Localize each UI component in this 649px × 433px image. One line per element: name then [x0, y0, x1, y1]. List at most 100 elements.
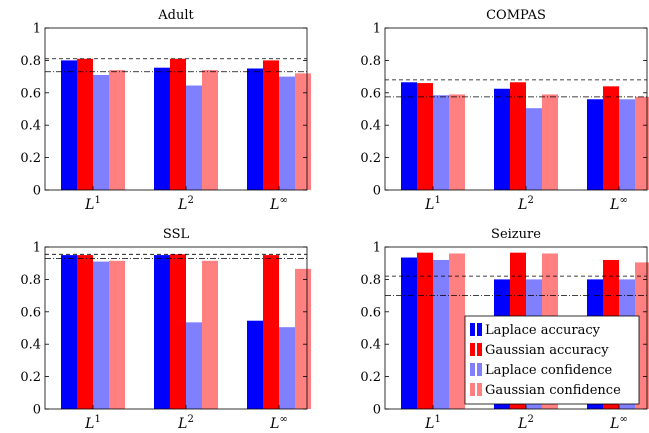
bar [295, 73, 311, 190]
y-tick-label: 1 [373, 22, 381, 37]
x-tick-label: L2 [177, 414, 194, 432]
y-tick-label: 0 [33, 184, 41, 199]
legend-label: Laplace accuracy [485, 323, 601, 338]
bar [494, 88, 510, 190]
bar [635, 96, 649, 190]
bar [170, 254, 186, 409]
y-tick-label: 0.4 [360, 338, 381, 353]
bar [417, 83, 433, 190]
chart-panel-4: Seizure 0 0.2 0.4 0.6 0.8 1 L1 L2 L∞ Laplace accur… [360, 227, 649, 432]
y-tick-label: 0.6 [20, 305, 41, 320]
chart-panel-2: COMPAS 0 0.2 0.4 0.6 0.8 1 L1 L2 L∞ [360, 8, 649, 213]
legend-swatch [470, 323, 475, 336]
legend-swatch [470, 343, 475, 356]
y-tick-label: 0.4 [360, 119, 381, 134]
x-tick-label: L2 [177, 195, 194, 213]
legend-swatch [477, 363, 482, 376]
panel-title: Adult [157, 8, 194, 23]
x-tick-label: L∞ [269, 195, 288, 213]
bar [170, 58, 186, 190]
x-tick-label: L2 [517, 195, 534, 213]
legend-swatch [477, 323, 482, 336]
axes-frame [44, 246, 308, 410]
legend-box [464, 315, 640, 405]
legend: Laplace accuracy Gaussian accuracy Laplace… [464, 315, 640, 405]
bar [526, 108, 542, 190]
bar [61, 60, 77, 191]
legend-swatch [477, 383, 482, 396]
bar [449, 94, 465, 190]
y-tick-label: 1 [33, 22, 41, 37]
x-tick-label: L2 [517, 414, 534, 432]
bar [93, 261, 109, 409]
chart-panel-3: SSL 0 0.2 0.4 0.6 0.8 1 L1 L2 L∞ [20, 227, 311, 432]
bar [77, 58, 93, 190]
bar [263, 255, 279, 409]
y-tick-label: 0.2 [360, 370, 381, 385]
bar [109, 260, 125, 409]
bar [186, 322, 202, 409]
y-tick-label: 0 [373, 403, 381, 418]
x-tick-label: L∞ [609, 195, 628, 213]
x-tick-label: L1 [84, 414, 101, 432]
bar [202, 70, 218, 190]
legend-label: Gaussian accuracy [485, 343, 609, 358]
axes-frame [384, 27, 648, 191]
bar [61, 255, 77, 409]
legend-swatch [470, 383, 475, 396]
bar [186, 85, 202, 190]
bar [247, 68, 263, 190]
bar [93, 74, 109, 190]
y-tick-label: 1 [373, 241, 381, 256]
panel-title: SSL [163, 227, 190, 242]
bar [109, 70, 125, 190]
x-tick-label: L∞ [609, 414, 628, 432]
bar [603, 86, 619, 190]
bar [433, 95, 449, 190]
legend-swatch [477, 343, 482, 356]
y-tick-label: 0.4 [20, 119, 41, 134]
bar [401, 82, 417, 190]
bar [279, 76, 295, 190]
x-tick-label: L1 [424, 195, 441, 213]
y-tick-label: 0.6 [360, 305, 381, 320]
bar [202, 260, 218, 409]
bar [587, 99, 603, 190]
bar [542, 94, 558, 190]
bar [77, 255, 93, 409]
bar [154, 67, 170, 190]
y-tick-label: 0.6 [20, 86, 41, 101]
x-tick-label: L1 [84, 195, 101, 213]
legend-label: Gaussian confidence [485, 383, 621, 398]
bar [619, 99, 635, 190]
y-tick-label: 0 [33, 403, 41, 418]
panel-title: COMPAS [486, 8, 546, 23]
bar [263, 60, 279, 191]
panel-title: Seizure [491, 227, 541, 242]
y-tick-label: 1 [33, 241, 41, 256]
bar [510, 82, 526, 190]
axes-frame [44, 27, 308, 191]
bar [433, 259, 449, 409]
y-tick-label: 0 [373, 184, 381, 199]
legend-swatch [470, 363, 475, 376]
y-tick-label: 0.6 [360, 86, 381, 101]
legend-label: Laplace confidence [485, 363, 613, 378]
x-tick-label: L∞ [269, 414, 288, 432]
axes-frame [384, 246, 648, 410]
y-tick-label: 0.8 [360, 273, 381, 288]
bar [295, 268, 311, 409]
bar [417, 252, 433, 409]
bar [247, 320, 263, 409]
y-tick-label: 0.8 [20, 273, 41, 288]
y-tick-label: 0.8 [20, 54, 41, 69]
bar [154, 255, 170, 409]
y-tick-label: 0.8 [360, 54, 381, 69]
bar [449, 253, 465, 409]
y-tick-label: 0.2 [20, 151, 41, 166]
y-tick-label: 0.2 [20, 370, 41, 385]
chart-panel-1: Adult 0 0.2 0.4 0.6 0.8 1 L1 L2 L∞ [20, 8, 311, 213]
bar [279, 327, 295, 409]
y-tick-label: 0.2 [360, 151, 381, 166]
